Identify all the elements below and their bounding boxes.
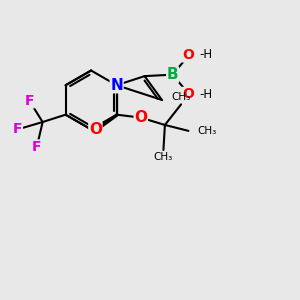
Text: CH₃: CH₃ <box>154 152 173 162</box>
Text: O: O <box>89 122 102 137</box>
Text: O: O <box>182 87 194 101</box>
Text: O: O <box>182 48 194 62</box>
Text: B: B <box>167 67 178 82</box>
Text: O: O <box>134 110 147 125</box>
Text: -H: -H <box>199 88 212 101</box>
Text: CH₃: CH₃ <box>172 92 191 102</box>
Text: F: F <box>32 140 41 154</box>
Text: F: F <box>25 94 34 108</box>
Text: F: F <box>13 122 22 136</box>
Text: N: N <box>110 78 123 93</box>
Text: CH₃: CH₃ <box>197 126 217 136</box>
Text: -H: -H <box>199 48 212 62</box>
